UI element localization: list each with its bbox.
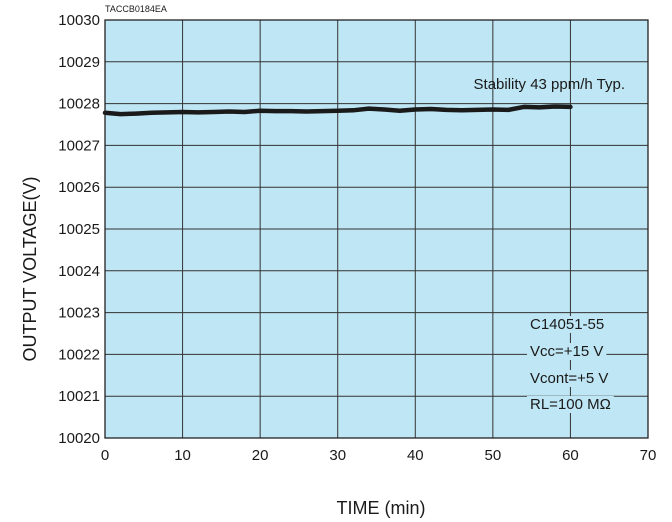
condition-backing (527, 316, 608, 333)
y-tick-label: 10028 (58, 96, 100, 113)
x-tick-label: 60 (562, 447, 579, 464)
x-tick-label: 20 (252, 447, 269, 464)
x-tick-label: 30 (329, 447, 346, 464)
x-tick-label: 40 (407, 447, 424, 464)
condition-line: C14051-55 (530, 316, 604, 333)
y-tick-label: 10023 (58, 305, 100, 322)
output-voltage-series (102, 104, 573, 117)
y-tick-label: 10025 (58, 221, 100, 238)
x-tick-label: 70 (640, 447, 657, 464)
stability-note: Stability 43 ppm/h Typ. (474, 76, 625, 93)
y-tick-label: 10027 (58, 137, 100, 154)
condition-backing (527, 343, 607, 360)
y-tick-label: 10026 (58, 179, 100, 196)
y-tick-label: 10020 (58, 430, 100, 447)
y-tick-label: 10021 (58, 388, 100, 405)
x-tick-label: 10 (174, 447, 191, 464)
x-axis-title: TIME (min) (337, 498, 426, 518)
condition-line: Vcc=+15 V (530, 343, 603, 360)
condition-line: Vcont=+5 V (530, 370, 608, 387)
x-tick-label: 50 (485, 447, 502, 464)
y-tick-label: 10022 (58, 346, 100, 363)
condition-line: RL=100 MΩ (530, 396, 611, 413)
y-tick-label: 10030 (58, 12, 100, 29)
y-tick-label: 10024 (58, 263, 100, 280)
y-axis-title: OUTPUT VOLTAGE(V) (20, 176, 40, 361)
condition-backing (527, 370, 612, 387)
plot-frame (104, 19, 649, 439)
x-tick-label: 0 (101, 447, 109, 464)
y-tick-label: 10029 (58, 54, 100, 71)
figure-code: TACCB0184EA (105, 4, 167, 14)
condition-backing (527, 396, 614, 413)
